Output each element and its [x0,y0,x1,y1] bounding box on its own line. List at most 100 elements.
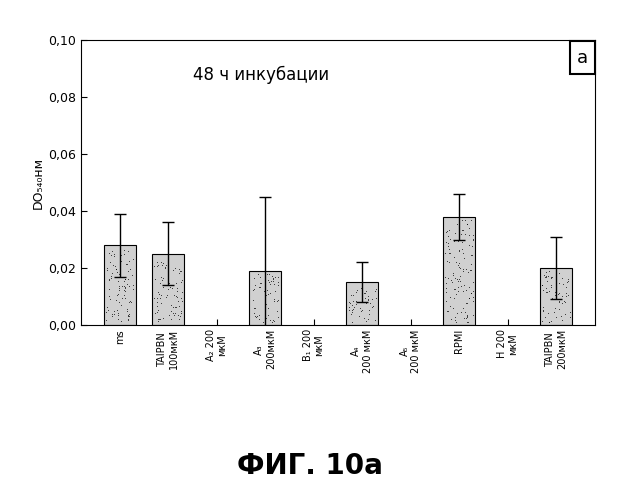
Point [255,280,265,287]
Point [153,306,162,314]
Point [441,284,451,292]
Point [462,299,472,307]
Point [161,262,171,270]
Point [444,258,454,266]
Point [127,272,137,280]
Point [371,286,381,294]
Point [266,277,276,285]
Bar [153,254,184,325]
Point [367,294,377,302]
Point [461,286,471,294]
Point [268,316,278,324]
Point [161,293,171,301]
Point [173,310,183,318]
Point [540,274,550,281]
Point [453,287,463,295]
Point [454,262,464,270]
Point [538,303,548,311]
Point [541,284,551,292]
Point [449,237,459,245]
Point [173,296,183,304]
Point [177,288,187,296]
Point [153,308,162,316]
Point [361,299,371,307]
Point [113,312,123,320]
Point [458,288,468,296]
Point [254,316,264,324]
Point [153,261,163,269]
Point [114,270,124,278]
Point [176,278,186,286]
Point [114,286,124,294]
Point [128,254,138,262]
Point [109,308,119,316]
Point [171,279,181,287]
Point [468,236,478,244]
Point [168,308,178,316]
Point [455,277,465,285]
Point [458,304,468,312]
Point [537,317,547,325]
Point [117,257,126,265]
Point [273,273,283,281]
Point [468,278,478,285]
Point [123,266,133,274]
Point [345,299,355,307]
Point [273,278,283,286]
Point [128,285,138,293]
Point [450,253,459,261]
Point [152,294,162,302]
Point [164,278,174,286]
Point [360,314,370,322]
Point [125,298,135,306]
Point [156,316,166,324]
Point [463,268,473,276]
Point [174,264,184,272]
Point [446,315,456,323]
Point [442,227,452,235]
Point [110,262,120,270]
Point [441,238,451,246]
Point [255,283,265,291]
Point [458,249,468,257]
Point [461,314,471,322]
Point [258,318,268,326]
Point [554,305,564,313]
Point [120,282,130,290]
Point [544,318,554,326]
Point [455,264,465,272]
Point [112,306,122,314]
Point [542,288,552,296]
Point [263,304,273,312]
Point [448,272,458,280]
Point [103,306,113,314]
Point [171,292,181,300]
Point [468,230,478,238]
Point [170,302,180,310]
Point [348,303,358,311]
Point [172,287,182,295]
Point [249,296,259,304]
Point [459,314,469,322]
Point [119,292,129,300]
Point [448,304,458,312]
Point [544,287,554,295]
Point [105,292,115,300]
Point [546,318,556,326]
Point [461,265,471,273]
Point [561,289,571,297]
Text: a: a [577,48,588,66]
Point [546,283,556,291]
Point [550,292,560,300]
Point [440,248,450,256]
Point [123,311,133,319]
Point [464,266,474,274]
Point [158,274,168,281]
Point [264,278,273,285]
Point [171,303,181,311]
Point [546,274,556,282]
Bar [347,282,378,325]
Point [253,270,263,278]
Point [347,308,357,316]
Point [347,310,356,318]
